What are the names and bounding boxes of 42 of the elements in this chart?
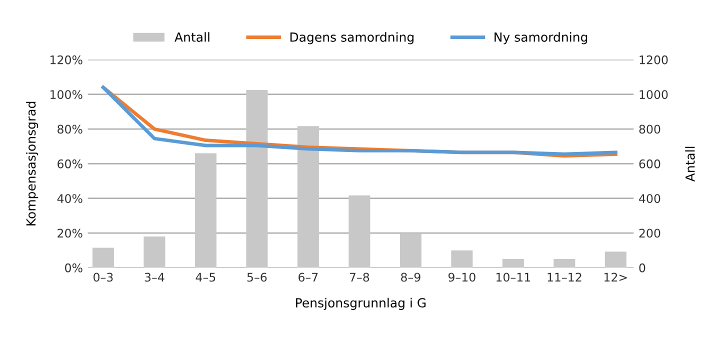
- y2-tick-label: 600: [639, 159, 660, 168]
- legend-label: Dagens samordning: [290, 32, 414, 44]
- x-tick-label: 4–5: [196, 272, 216, 282]
- bar: [194, 153, 216, 268]
- bar: [246, 90, 268, 268]
- bar: [92, 248, 114, 268]
- bar: [144, 236, 166, 268]
- legend-label: Antall: [174, 32, 210, 42]
- y2-tick-label: 1000: [640, 90, 668, 99]
- y-tick-label: 80%: [58, 124, 82, 134]
- x-tick-label: 5–6: [247, 272, 267, 282]
- y2-axis-title: Antall: [685, 146, 695, 182]
- y2-tick-label: 1200: [640, 55, 668, 64]
- y-tick-label: 60%: [58, 159, 82, 168]
- x-tick-label: 12>: [604, 272, 627, 282]
- bar: [554, 259, 576, 268]
- x-tick-label: 6–7: [298, 272, 318, 282]
- y2-tick-label: 200: [639, 228, 660, 238]
- bar: [604, 252, 626, 268]
- y2-tick-label: 0: [639, 263, 646, 272]
- x-tick-label: 0–3: [94, 272, 113, 282]
- bar: [400, 233, 422, 268]
- y-axis-title: Kompensasjonsgrad: [26, 102, 38, 226]
- legend-label: Ny samordning: [494, 32, 588, 44]
- x-tick-label: 3–4: [144, 272, 164, 282]
- y2-tick-label: 800: [639, 124, 660, 134]
- bar: [451, 250, 473, 268]
- x-tick-label: 10–11: [496, 272, 530, 282]
- bar: [297, 126, 319, 268]
- x-tick-label: 7–8: [350, 272, 370, 282]
- x-axis-title: Pensjonsgrunnlag i G: [296, 298, 426, 310]
- y2-tick-label: 400: [639, 194, 660, 203]
- x-tick-label: 9–10: [448, 272, 476, 282]
- y-tick-label: 100%: [50, 90, 82, 99]
- x-tick-label: 8–9: [401, 272, 420, 282]
- y-tick-label: 20%: [58, 228, 82, 238]
- x-tick-label: 11–12: [548, 272, 582, 282]
- y-tick-label: 40%: [57, 194, 82, 203]
- y-tick-label: 120%: [50, 55, 82, 64]
- bar: [348, 195, 370, 268]
- bar: [502, 259, 524, 268]
- y-tick-label: 0%: [65, 263, 82, 272]
